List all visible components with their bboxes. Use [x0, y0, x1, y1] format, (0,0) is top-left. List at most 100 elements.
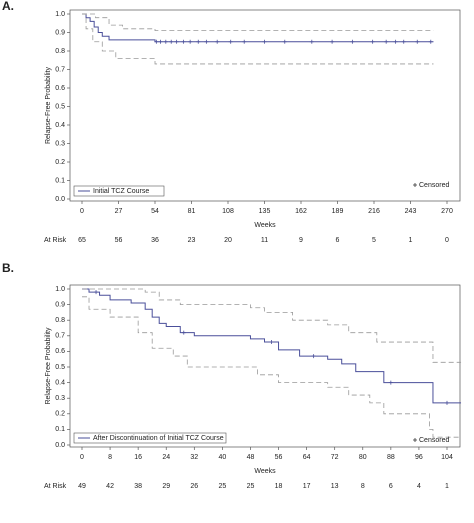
- y-tick-label: 0.2: [55, 159, 65, 166]
- x-tick-label: 56: [275, 454, 283, 461]
- y-tick-label: 0.8: [55, 48, 65, 55]
- at-risk-value: 17: [303, 483, 311, 490]
- censor-mark: [154, 39, 159, 44]
- x-tick-label: 108: [222, 208, 234, 215]
- x-tick-label: 48: [247, 454, 255, 461]
- at-risk-value: 42: [106, 483, 114, 490]
- at-risk-value: 26: [190, 483, 198, 490]
- confidence-line: [82, 13, 434, 32]
- x-tick-label: 135: [259, 208, 271, 215]
- y-tick-label: 0.0: [55, 196, 65, 203]
- x-tick-label: 243: [405, 208, 417, 215]
- at-risk-value: 38: [134, 483, 142, 490]
- legend-box: [73, 432, 227, 444]
- x-tick-label: 54: [151, 208, 159, 215]
- censor-mark: [181, 39, 186, 44]
- y-tick-label: 0.5: [55, 103, 65, 110]
- at-risk-value: 49: [78, 483, 86, 490]
- at-risk-value: 56: [115, 237, 123, 244]
- x-tick-label: 72: [331, 454, 339, 461]
- censor-mark: [269, 340, 274, 345]
- x-tick-label: 96: [415, 454, 423, 461]
- legend-label: After Discontinuation of Initial TCZ Cou…: [93, 435, 224, 442]
- legend-censor-label: Censored: [419, 182, 449, 189]
- censor-mark: [401, 39, 406, 44]
- panel-label: A.: [2, 0, 14, 13]
- y-tick-label: 0.5: [55, 364, 65, 371]
- at-risk-value: 6: [336, 237, 340, 244]
- at-risk-label: At Risk: [44, 483, 67, 490]
- x-axis-label: Weeks: [254, 222, 276, 229]
- at-risk-value: 25: [218, 483, 226, 490]
- y-tick-label: 1.0: [55, 11, 65, 18]
- x-tick-label: 88: [387, 454, 395, 461]
- x-tick-label: 104: [441, 454, 453, 461]
- censor-mark: [174, 39, 179, 44]
- at-risk-value: 25: [247, 483, 255, 490]
- y-tick-label: 0.1: [55, 177, 65, 184]
- panel-label: B.: [2, 261, 14, 275]
- y-tick-label: 0.6: [55, 348, 65, 355]
- legend-label: Initial TCZ Course: [93, 188, 149, 195]
- y-tick-label: 0.7: [55, 66, 65, 73]
- y-tick-label: 0.9: [55, 29, 65, 36]
- y-tick-label: 0.3: [55, 395, 65, 402]
- censor-mark: [188, 39, 193, 44]
- at-risk-value: 20: [224, 237, 232, 244]
- censor-mark: [215, 39, 220, 44]
- at-risk-value: 6: [389, 483, 393, 490]
- at-risk-value: 11: [261, 237, 268, 244]
- censor-mark: [242, 39, 247, 44]
- censor-mark: [262, 39, 267, 44]
- y-axis-label: Relapse-Free Probability: [45, 327, 52, 405]
- censor-mark: [330, 39, 335, 44]
- y-tick-label: 1.0: [55, 286, 65, 293]
- censor-mark: [370, 39, 375, 44]
- y-tick-label: 0.1: [55, 426, 65, 433]
- x-tick-label: 81: [188, 208, 196, 215]
- plot-frame: [69, 284, 461, 448]
- at-risk-value: 0: [445, 237, 449, 244]
- at-risk-value: 36: [151, 237, 159, 244]
- at-risk-value: 9: [299, 237, 303, 244]
- x-tick-label: 216: [368, 208, 380, 215]
- x-tick-label: 0: [80, 208, 84, 215]
- at-risk-value: 29: [162, 483, 170, 490]
- y-tick-label: 0.6: [55, 85, 65, 92]
- censor-mark: [350, 39, 355, 44]
- y-tick-label: 0.8: [55, 317, 65, 324]
- x-tick-label: 40: [218, 454, 226, 461]
- censor-mark: [158, 39, 163, 44]
- at-risk-label: At Risk: [44, 237, 67, 244]
- censor-mark: [204, 39, 209, 44]
- x-tick-label: 64: [303, 454, 311, 461]
- censor-mark: [388, 380, 393, 385]
- x-tick-label: 16: [134, 454, 142, 461]
- y-tick-label: 0.2: [55, 411, 65, 418]
- x-tick-label: 80: [359, 454, 367, 461]
- y-tick-label: 0.9: [55, 301, 65, 308]
- censor-mark: [282, 39, 287, 44]
- legend-censor-symbol: [413, 438, 417, 442]
- survival-line: [82, 288, 462, 404]
- legend-box: [73, 185, 165, 197]
- censor-mark: [169, 39, 174, 44]
- at-risk-value: 8: [361, 483, 365, 490]
- y-tick-label: 0.3: [55, 140, 65, 147]
- at-risk-value: 4: [417, 483, 421, 490]
- x-tick-label: 8: [108, 454, 112, 461]
- x-tick-label: 32: [190, 454, 198, 461]
- censor-mark: [428, 39, 433, 44]
- y-tick-label: 0.4: [55, 379, 65, 386]
- confidence-line: [82, 13, 434, 65]
- x-tick-label: 24: [162, 454, 170, 461]
- legend-censor-label: Censored: [419, 437, 449, 444]
- at-risk-value: 13: [331, 483, 339, 490]
- censor-mark: [228, 39, 233, 44]
- x-tick-label: 189: [332, 208, 344, 215]
- y-axis-label: Relapse-Free Probability: [45, 66, 52, 144]
- y-tick-label: 0.0: [55, 442, 65, 449]
- x-tick-label: 0: [80, 454, 84, 461]
- at-risk-value: 5: [372, 237, 376, 244]
